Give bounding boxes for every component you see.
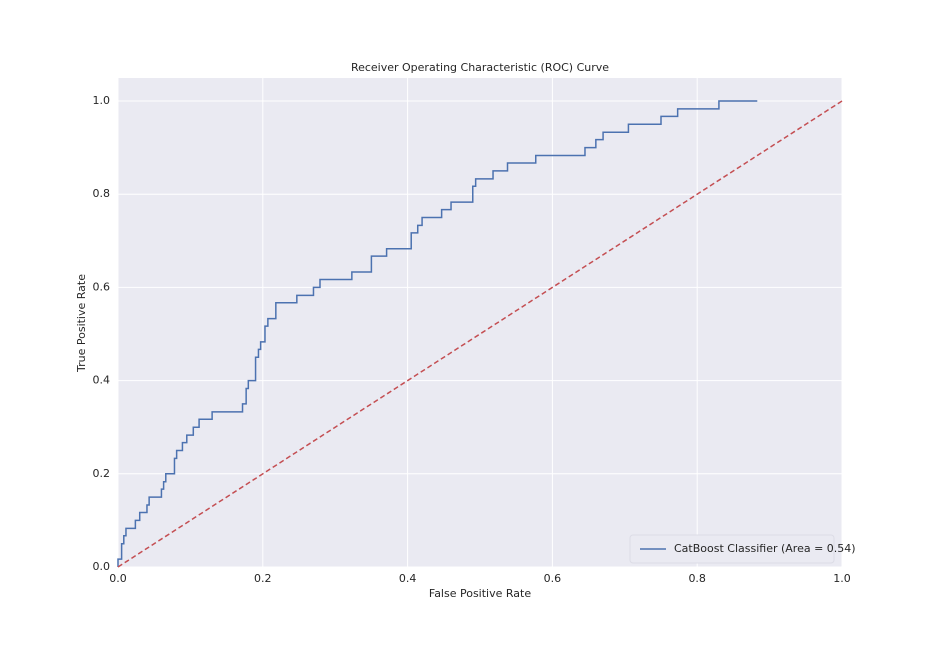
y-tick-label: 0.2 <box>93 467 111 480</box>
x-tick-label: 0.6 <box>544 572 562 585</box>
x-tick-label: 0.4 <box>399 572 417 585</box>
plot-background <box>118 78 842 567</box>
x-axis-label: False Positive Rate <box>429 587 531 600</box>
y-tick-label: 0.4 <box>93 374 111 387</box>
x-tick-label: 0.2 <box>254 572 272 585</box>
legend-box <box>629 534 835 564</box>
y-axis-label: True Positive Rate <box>75 274 88 373</box>
x-tick-label: 1.0 <box>833 572 851 585</box>
y-tick-label: 0.0 <box>93 560 111 573</box>
roc-line <box>117 100 758 567</box>
x-tick-label: 0.8 <box>688 572 706 585</box>
y-tick-label: 1.0 <box>93 94 111 107</box>
legend-label: CatBoost Classifier (Area = 0.54) <box>674 542 856 555</box>
y-tick-label: 0.8 <box>93 187 111 200</box>
chart-title: Receiver Operating Characteristic (ROC) … <box>351 61 609 74</box>
y-tick-label: 0.6 <box>93 280 111 293</box>
x-tick-label: 0.0 <box>109 572 127 585</box>
